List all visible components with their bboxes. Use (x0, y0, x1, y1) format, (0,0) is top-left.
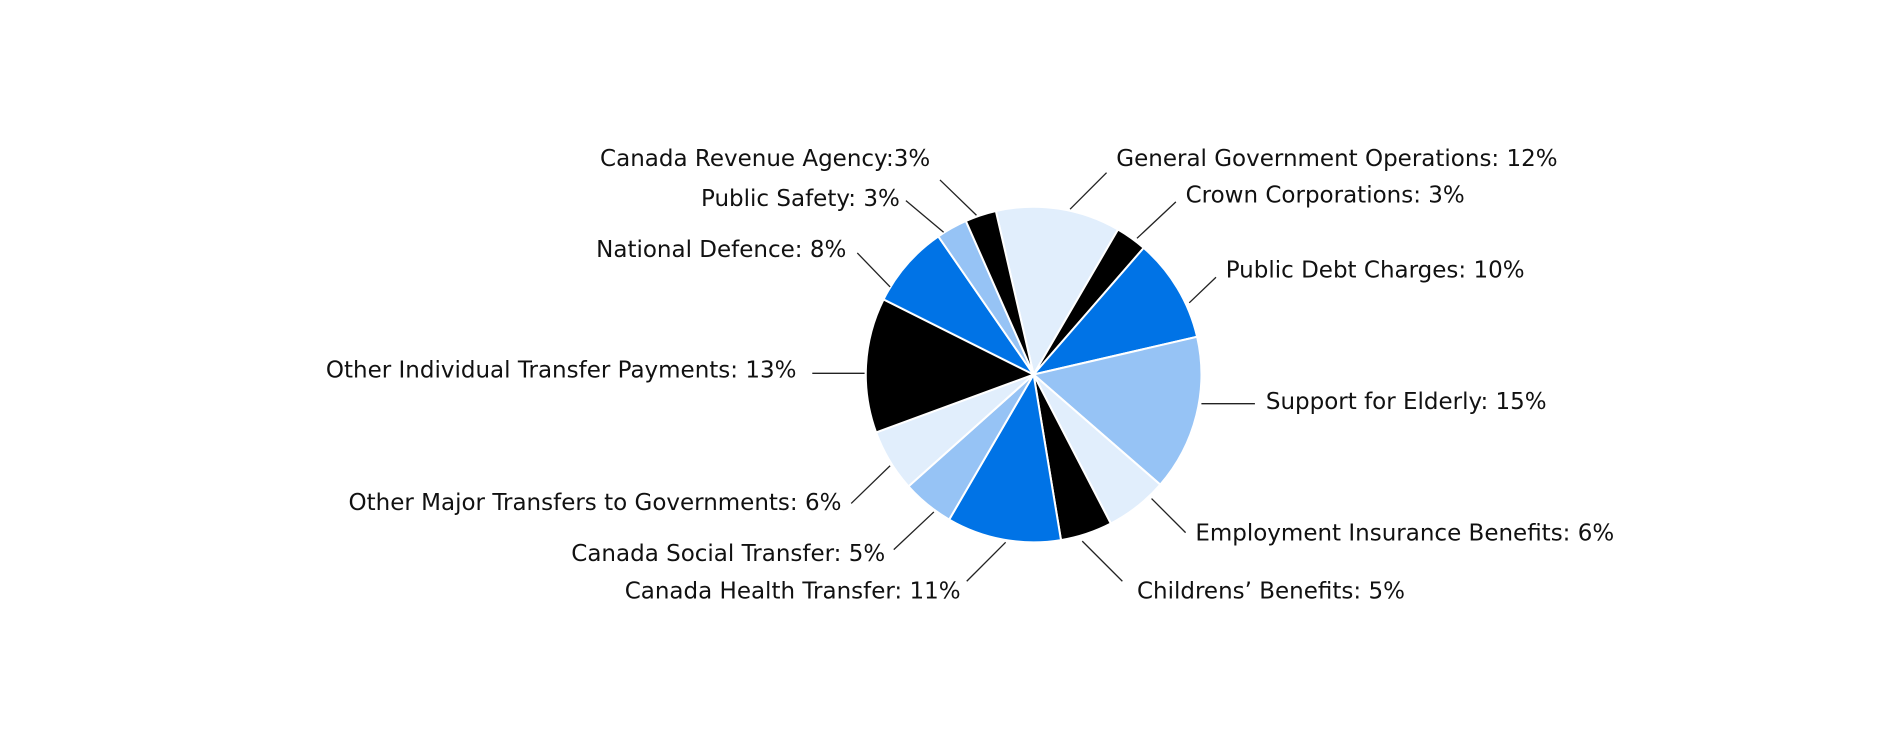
leader-line (966, 541, 1007, 582)
slice-label: General Government Operations: 12% (1116, 146, 1557, 172)
slice-label: Crown Corporations: 3% (1186, 182, 1465, 208)
leader-line (1136, 201, 1177, 239)
slice-label: Canada Revenue Agency:3% (600, 146, 930, 172)
leader-line (1151, 498, 1187, 534)
leader-line (850, 465, 891, 504)
pie-slice (864, 298, 1037, 434)
slice-label: Public Safety: 3% (701, 186, 900, 212)
leader-line (1069, 172, 1108, 210)
slice-label: National Defence: 8% (596, 237, 846, 263)
slice-label: Other Individual Transfer Payments: 13% (326, 357, 797, 383)
pie-slice (964, 209, 1035, 375)
leader-line (939, 179, 977, 216)
leader-line (856, 252, 891, 288)
slice-label: Other Major Transfers to Governments: 6% (349, 490, 842, 516)
slice-label: Childrens’ Benefits: 5% (1137, 579, 1405, 605)
leader-line (1081, 540, 1123, 582)
slice-label: Employment Insurance Benefits: 6% (1195, 520, 1614, 546)
leader-line (905, 200, 945, 233)
slice-label: Public Debt Charges: 10% (1226, 258, 1525, 284)
pie-slice (994, 205, 1120, 378)
slice-label: Support for Elderly: 15% (1266, 389, 1547, 415)
pie-slice (947, 371, 1063, 544)
pie-slice (1030, 246, 1199, 377)
slice-label: Canada Health Transfer: 11% (625, 579, 961, 605)
slice-label: Canada Social Transfer: 5% (571, 541, 885, 567)
leader-line (1188, 276, 1217, 304)
leader-line (893, 511, 935, 551)
pie-slice (1031, 335, 1203, 487)
